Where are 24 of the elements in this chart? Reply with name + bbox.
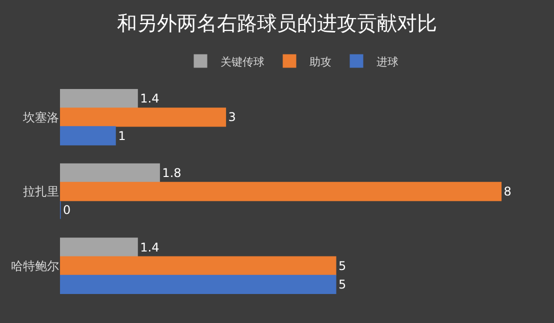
legend-label: 助攻 bbox=[310, 55, 332, 68]
y-tick-label: 哈特鲍尔 bbox=[11, 259, 59, 274]
data-label: 3 bbox=[228, 110, 236, 124]
data-label: 1.4 bbox=[140, 240, 160, 254]
data-label: 5 bbox=[338, 277, 346, 292]
data-label: 1.4 bbox=[140, 92, 160, 106]
chart-title: 和另外两名右路球员的进攻贡献对比 bbox=[117, 11, 437, 36]
bar bbox=[60, 238, 138, 257]
bar bbox=[60, 256, 336, 276]
data-label: 1 bbox=[118, 128, 126, 143]
bar bbox=[60, 108, 226, 127]
bar bbox=[60, 182, 502, 202]
bar bbox=[60, 274, 336, 294]
y-tick-label: 坎塞洛 bbox=[22, 110, 59, 124]
data-label: 1.8 bbox=[162, 166, 182, 180]
bar bbox=[60, 89, 138, 108]
bar bbox=[60, 163, 160, 182]
data-label: 8 bbox=[504, 184, 512, 198]
data-label: 0 bbox=[63, 203, 71, 218]
bar bbox=[60, 126, 116, 146]
legend-label: 进球 bbox=[376, 55, 398, 68]
data-label: 5 bbox=[338, 258, 346, 273]
legend-label: 关键传球 bbox=[220, 55, 264, 68]
y-tick-label: 拉扎里 bbox=[23, 184, 59, 199]
